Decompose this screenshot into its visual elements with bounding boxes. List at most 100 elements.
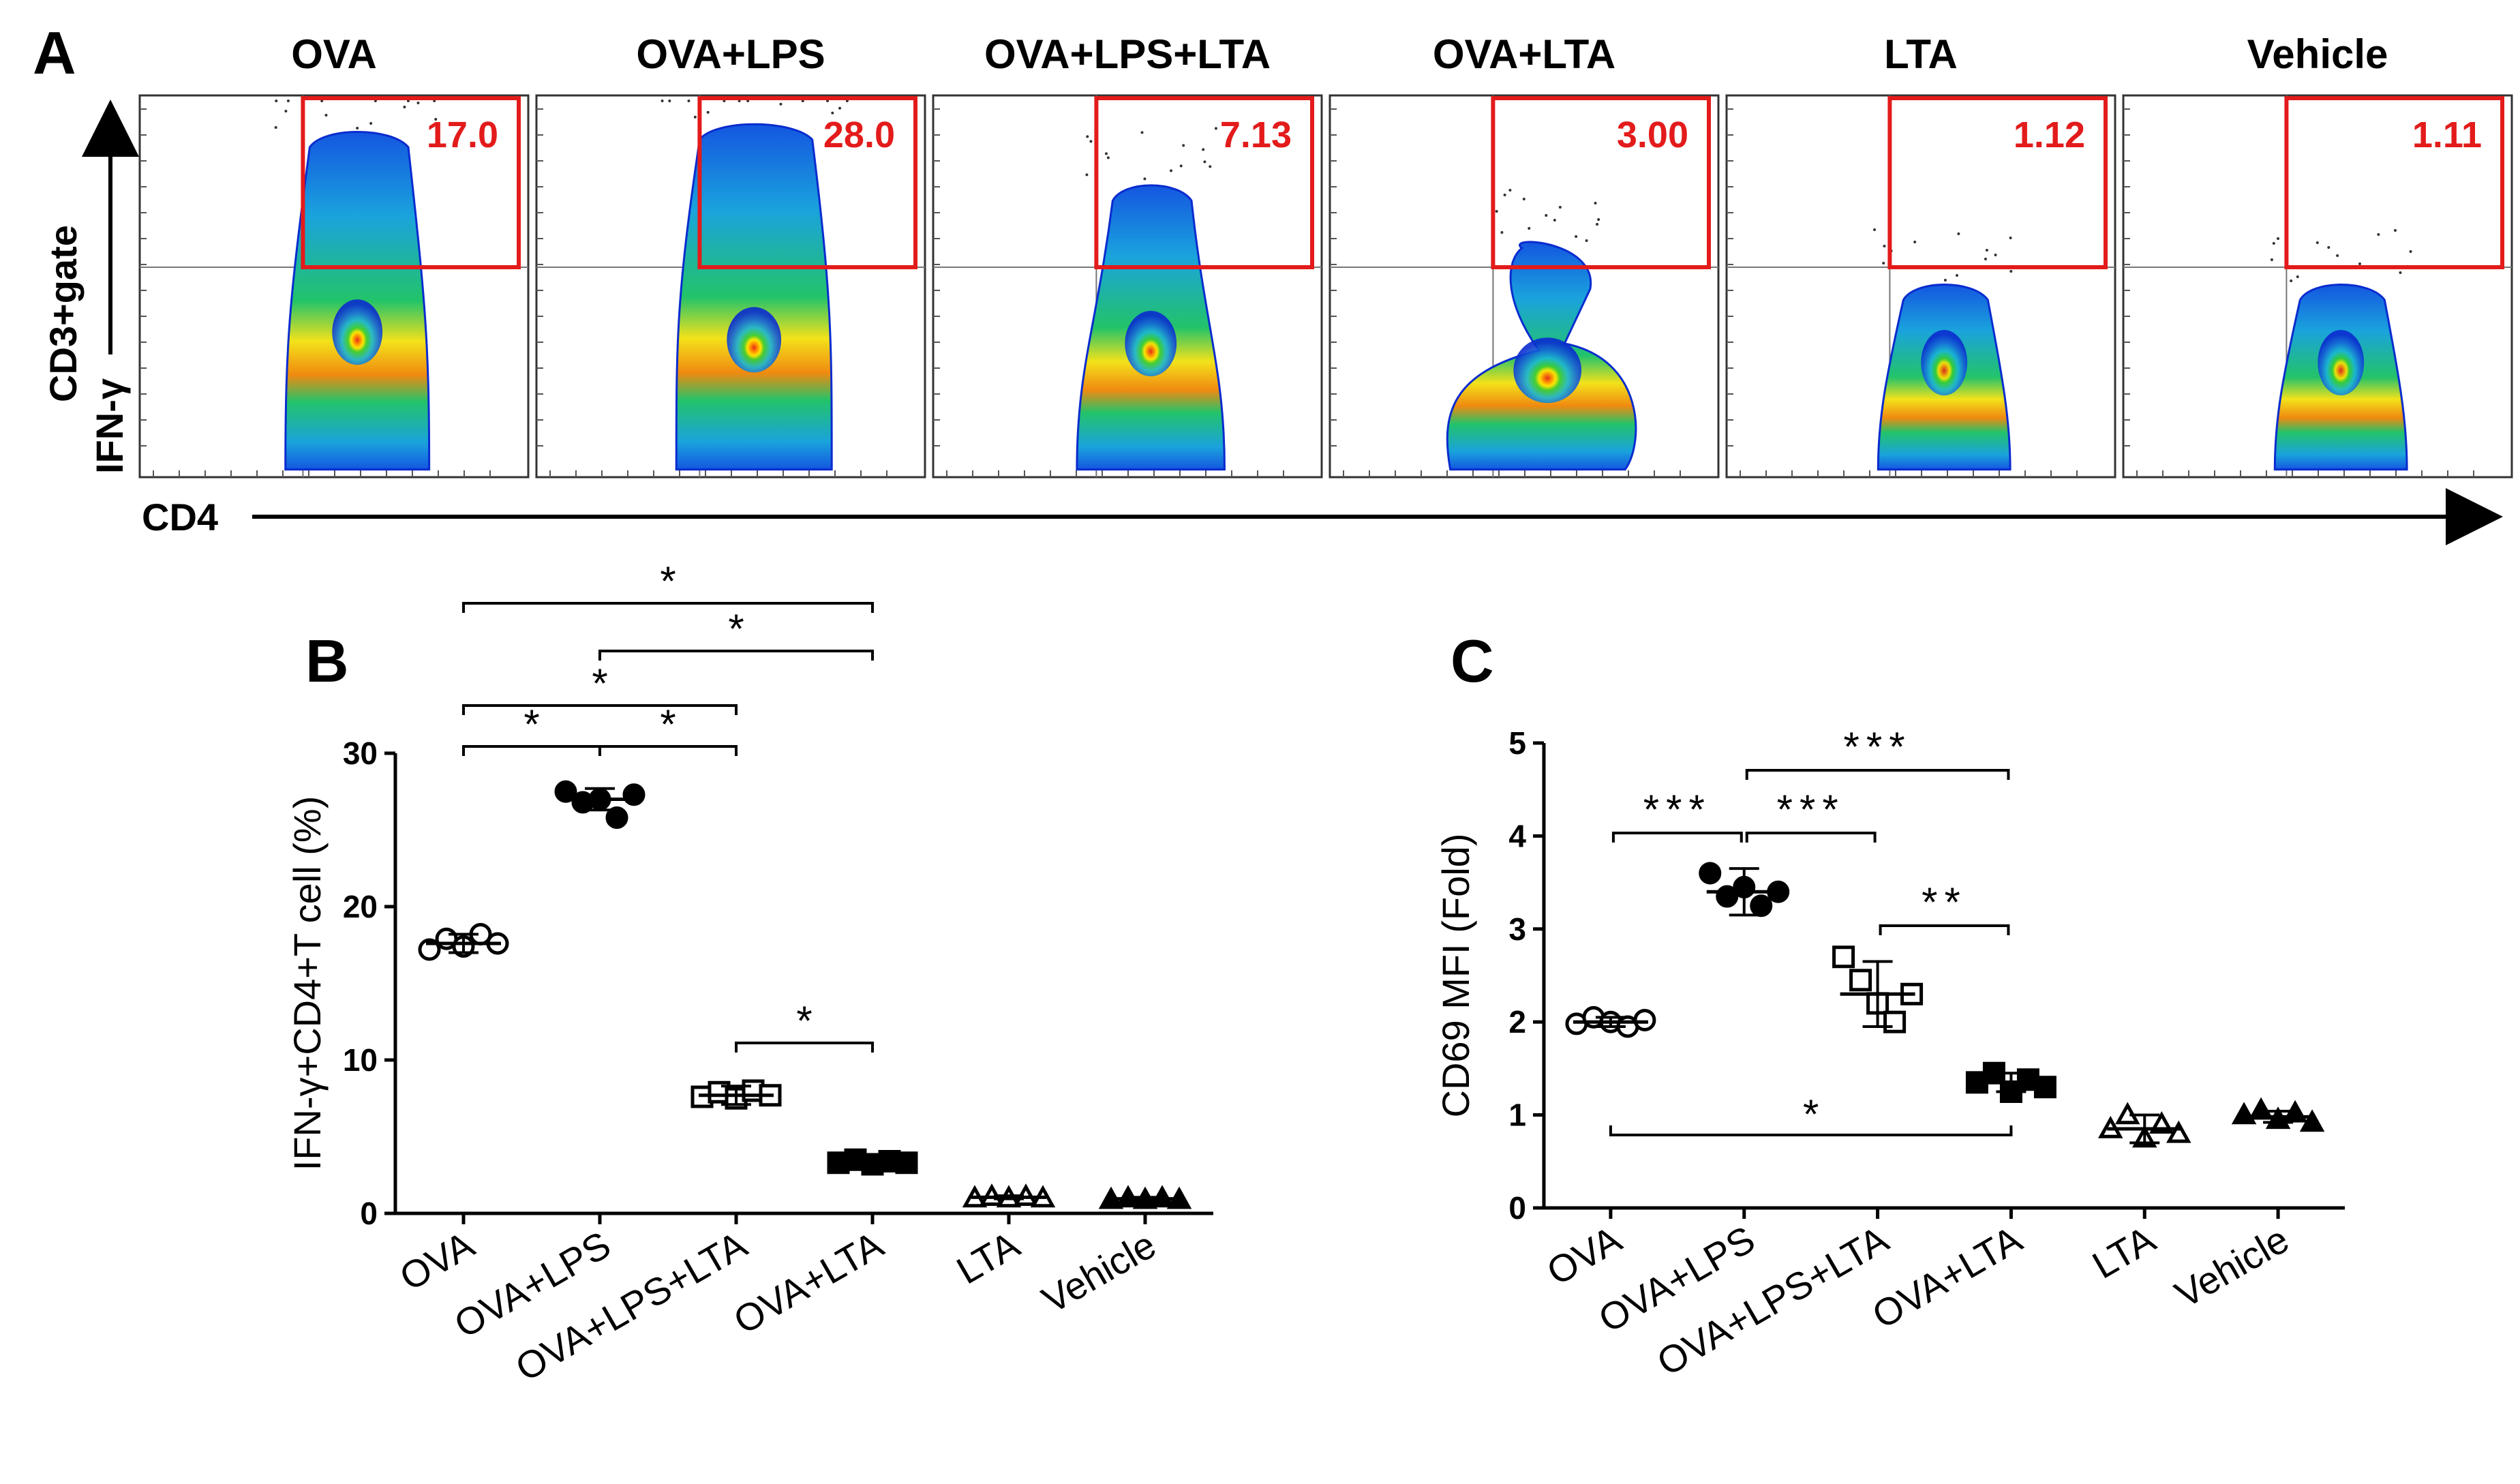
bracket-line: [1745, 832, 1877, 843]
significance-bracket: *: [462, 661, 738, 715]
event-dot: [369, 122, 373, 125]
event-dot: [2409, 250, 2412, 253]
density-hotspot: [332, 299, 383, 365]
group-Vehicle: [2231, 1097, 2325, 1132]
y-tick-label: 0: [360, 1196, 378, 1231]
event-dot: [1522, 198, 1525, 200]
bracket-line: [462, 602, 874, 613]
flow-plot-title: OVA: [291, 31, 377, 77]
gate-box: [1887, 96, 2108, 269]
y-tick-label: 0: [1508, 1190, 1526, 1226]
bracket-line: [1745, 769, 2010, 780]
bracket-line: [462, 745, 601, 756]
data-point: [1750, 894, 1773, 918]
group-OVA+LPS+LTA: [690, 1079, 782, 1110]
flow-plot: OVA+LPS+LTA 7.13: [932, 31, 1323, 479]
event-dot: [1179, 164, 1183, 168]
event-dot: [1209, 165, 1212, 168]
significance-bracket: *: [735, 998, 874, 1053]
event-dot: [1553, 219, 1556, 222]
y-tick-label: 1: [1508, 1097, 1526, 1133]
group-OVA+LPS+LTA: [1832, 945, 1924, 1033]
flow-plot-title: LTA: [1884, 31, 1958, 77]
panel-a-ylabel-gate: CD3+gate: [42, 225, 85, 402]
x-category-label: LTA: [950, 1223, 1027, 1292]
event-dot: [2270, 258, 2273, 261]
y-tick-label: 20: [343, 889, 378, 924]
density-plot: [675, 123, 833, 471]
group-OVA+LPS: [1699, 862, 1790, 918]
event-dot: [1170, 169, 1173, 172]
event-dot: [1202, 148, 1205, 151]
x-category-label: OVA: [1540, 1217, 1629, 1294]
event-dot: [1585, 239, 1588, 242]
event-dot: [1500, 231, 1504, 234]
data-point: [1699, 862, 1722, 885]
event-dot: [1545, 214, 1548, 217]
significance-label: *: [1803, 1091, 1819, 1137]
gate-percentage: 1.11: [2412, 115, 2482, 155]
event-dot: [403, 106, 406, 108]
event-dot: [838, 106, 842, 110]
significance-label: ***: [1844, 724, 1912, 770]
event-dot: [1597, 218, 1600, 221]
event-dot: [1558, 206, 1562, 209]
significance-label: **: [1922, 879, 1967, 925]
event-dot: [286, 100, 290, 102]
significance-label: *: [660, 701, 675, 747]
flow-plot: OVA 17.0: [138, 31, 530, 479]
event-dot: [1085, 173, 1089, 177]
gate-percentage: 28.0: [823, 115, 895, 155]
data-point: [554, 780, 577, 803]
significance-bracket: *: [1609, 1091, 2013, 1137]
event-dot: [693, 115, 697, 119]
gate-box: [2284, 96, 2504, 269]
event-dot: [1594, 202, 1597, 205]
gate-box: [1491, 96, 1711, 269]
event-dot: [2277, 237, 2280, 240]
event-dot: [1883, 245, 1886, 247]
data-point: [622, 783, 646, 806]
event-dot: [1873, 228, 1877, 231]
event-dot: [275, 100, 278, 102]
flow-plot: LTA 1.12: [1725, 31, 2116, 479]
event-dot: [661, 100, 664, 102]
significance-bracket: *: [462, 558, 874, 613]
event-dot: [1143, 177, 1147, 181]
event-dot: [2009, 237, 2012, 239]
bracket-line: [1879, 924, 2010, 935]
event-dot: [1086, 135, 1089, 138]
bracket-line: [598, 745, 738, 756]
x-category-label: OVA+LTA: [1865, 1217, 2029, 1337]
panel-b-letter: B: [305, 627, 349, 695]
event-dot: [2394, 229, 2397, 232]
event-dot: [1203, 160, 1206, 164]
flow-plot: OVA+LPS 28.0: [535, 31, 926, 479]
event-dot: [434, 118, 438, 121]
event-dot: [284, 110, 288, 112]
y-axis-label: CD69 MFI (Fold): [1434, 834, 1477, 1118]
y-tick-label: 10: [343, 1042, 378, 1078]
group-LTA: [2098, 1102, 2191, 1148]
event-dot: [779, 102, 783, 106]
event-dot: [831, 111, 834, 115]
event-dot: [2336, 254, 2339, 257]
data-point: [605, 806, 628, 829]
bracket-line: [1609, 1125, 2013, 1136]
x-category-label: OVA+LPS+LTA: [1650, 1217, 1896, 1384]
x-category-label: Vehicle: [2168, 1217, 2296, 1316]
event-dot: [2316, 241, 2319, 244]
flow-plots: OVA 17.0 OVA+LPS 28.0 OVA+LPS+LTA 7.13 OVA+LTA…: [138, 31, 2513, 479]
gate-box: [697, 96, 918, 269]
flow-plot-title: OVA+LPS+LTA: [984, 31, 1271, 77]
group-OVA+LTA: [827, 1148, 918, 1176]
significance-label: *: [592, 661, 607, 706]
y-axis-label: IFN-γ+CD4+T cell (%): [286, 796, 329, 1171]
significance-bracket: **: [1879, 879, 2010, 935]
event-dot: [1106, 156, 1110, 160]
event-dot: [2296, 275, 2299, 278]
event-dot: [1495, 210, 1498, 213]
panel-a-xlabel: CD4: [142, 496, 218, 539]
